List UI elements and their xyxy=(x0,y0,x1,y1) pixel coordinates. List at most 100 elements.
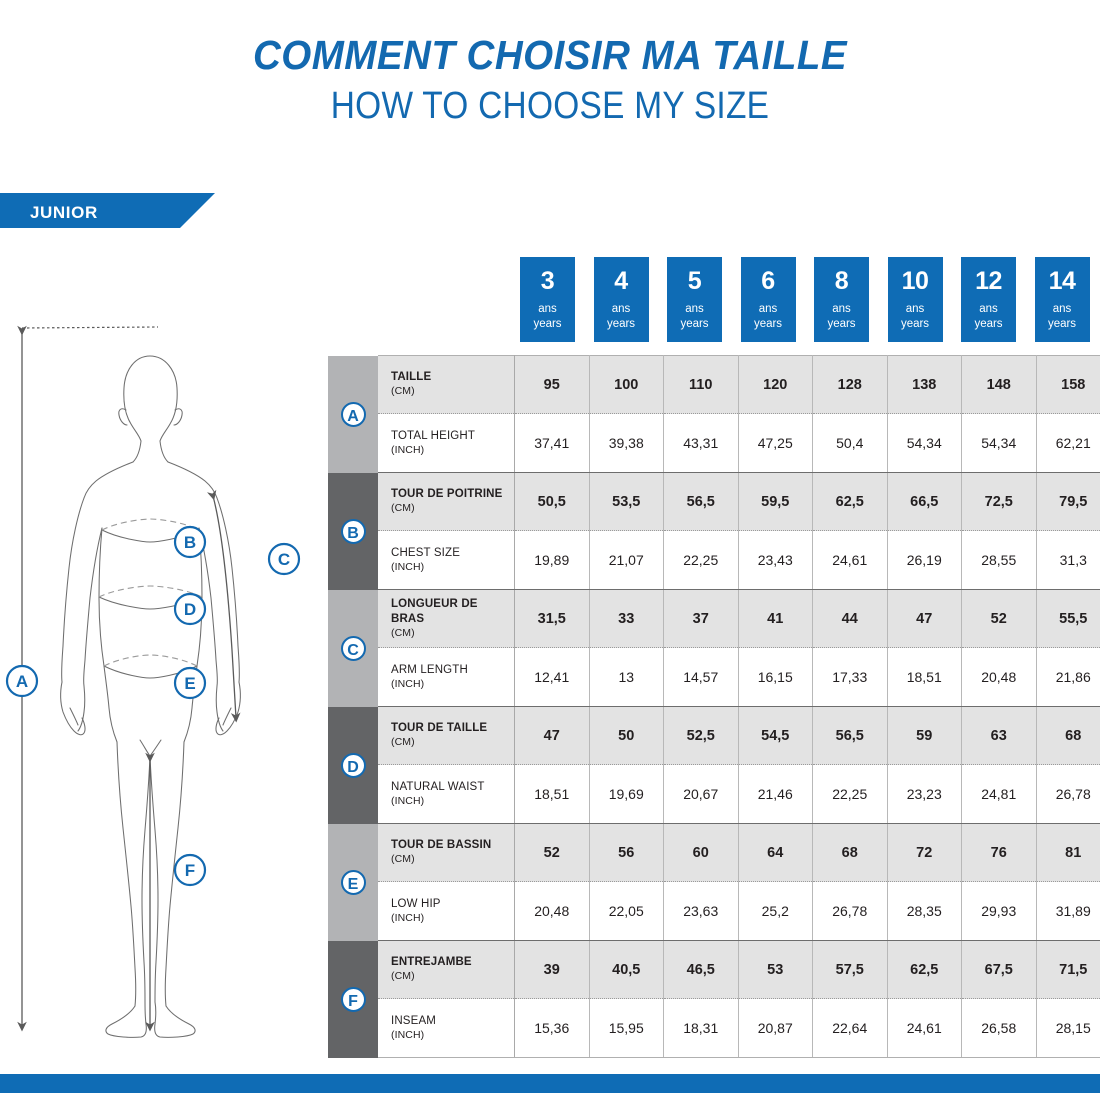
size-header-unit-en: years xyxy=(974,317,1003,330)
row-letter-E: E xyxy=(328,823,378,941)
cell-inch: 28,15 xyxy=(1036,998,1100,1058)
measurement-label-en: NATURAL WAIST (INCH) xyxy=(378,764,515,824)
label-text-fr: TAILLE xyxy=(391,371,432,384)
cell-cm: 54,5 xyxy=(738,706,813,765)
cell-inch: 23,63 xyxy=(663,881,739,941)
label-unit-inch: (INCH) xyxy=(391,911,425,924)
label-unit-inch: (INCH) xyxy=(391,443,425,456)
table-row: TOTAL HEIGHT (INCH) 37,41 39,38 43,31 47,25 50… xyxy=(328,413,1100,473)
row-letter-D: D xyxy=(328,706,378,824)
size-header-number: 6 xyxy=(761,267,775,295)
label-unit-cm: (CM) xyxy=(391,385,415,398)
cell-cm: 68 xyxy=(812,823,888,882)
size-header-unit-fr: ans xyxy=(905,303,925,315)
cell-inch: 50,4 xyxy=(812,413,888,473)
junior-banner-label: JUNIOR xyxy=(30,203,98,222)
cell-inch: 15,36 xyxy=(514,998,590,1058)
cell-inch: 14,57 xyxy=(663,647,739,707)
label-text-fr: TOUR DE POITRINE xyxy=(391,488,503,501)
size-chart-table: A TAILLE (CM) 95 100 110 120 128 138 148 158 TOTAL … xyxy=(328,355,1100,1058)
size-header-number: 12 xyxy=(975,267,1002,295)
row-letter-A: A xyxy=(328,355,378,473)
cell-inch: 29,93 xyxy=(961,881,1037,941)
chest-band-dashed xyxy=(101,518,200,531)
cell-inch: 26,19 xyxy=(887,530,962,590)
cell-inch: 21,46 xyxy=(738,764,813,824)
size-header-3: 3 ans years xyxy=(520,257,575,342)
cell-cm: 81 xyxy=(1036,823,1100,882)
table-row: B TOUR DE POITRINE (CM) 50,5 53,5 56,5 59,5 62,… xyxy=(328,472,1100,590)
letter-badge: D xyxy=(340,752,366,778)
svg-text:F: F xyxy=(185,861,195,880)
cell-cm: 64 xyxy=(738,823,813,882)
cell-cm: 46,5 xyxy=(663,940,739,999)
cell-inch: 22,05 xyxy=(589,881,664,941)
table-row: E TOUR DE BASSIN (CM) 52 56 60 64 68 72 76 81 xyxy=(328,823,1100,941)
cell-cm: 71,5 xyxy=(1036,940,1100,999)
cell-cm: 44 xyxy=(812,589,888,648)
cell-cm: 33 xyxy=(589,589,664,648)
cell-inch: 26,58 xyxy=(961,998,1037,1058)
cell-cm: 47 xyxy=(514,706,590,765)
size-header-10: 10 ans years xyxy=(887,257,943,342)
measurement-label-fr: TOUR DE TAILLE (CM) xyxy=(378,706,515,765)
label-unit-inch: (INCH) xyxy=(391,794,425,807)
cell-cm: 60 xyxy=(663,823,739,882)
label-text-en: INSEAM xyxy=(391,1014,436,1027)
size-header-unit-en: years xyxy=(533,317,562,330)
cell-inch: 24,61 xyxy=(812,530,888,590)
svg-text:E: E xyxy=(184,674,195,693)
cell-inch: 24,81 xyxy=(961,764,1037,824)
cell-inch: 31,3 xyxy=(1036,530,1100,590)
cell-inch: 54,34 xyxy=(887,413,962,473)
cell-cm: 138 xyxy=(887,355,962,414)
size-header-6: 6 ans years xyxy=(740,257,796,342)
cell-cm: 110 xyxy=(663,355,739,414)
cell-inch: 62,21 xyxy=(1036,413,1100,473)
cell-cm: 68 xyxy=(1036,706,1100,765)
cell-inch: 13 xyxy=(589,647,664,707)
cell-inch: 24,61 xyxy=(887,998,962,1058)
cell-cm: 79,5 xyxy=(1036,472,1100,531)
cell-cm: 62,5 xyxy=(887,940,962,999)
cell-cm: 31,5 xyxy=(514,589,590,648)
junior-banner-shape xyxy=(0,193,215,228)
cell-inch: 28,55 xyxy=(961,530,1037,590)
page-title: COMMENT CHOISIR MA TAILLE HOW TO CHOOSE … xyxy=(0,32,1100,129)
measurement-label-en: INSEAM (INCH) xyxy=(378,998,515,1058)
size-header-unit-en: years xyxy=(680,317,709,330)
page-title-french: COMMENT CHOISIR MA TAILLE xyxy=(252,32,848,78)
figure-marker-D: D xyxy=(173,592,207,626)
size-header-number: 3 xyxy=(540,267,555,295)
figure-marker-A: A xyxy=(5,664,39,698)
label-unit-cm: (CM) xyxy=(391,736,415,749)
size-header-14: 14 ans years xyxy=(1034,257,1090,342)
cell-cm: 56,5 xyxy=(812,706,888,765)
label-unit-cm: (CM) xyxy=(391,502,415,515)
cell-cm: 57,5 xyxy=(812,940,888,999)
label-text-fr: LONGUEUR DE BRAS xyxy=(391,597,478,625)
table-row: NATURAL WAIST (INCH) 18,51 19,69 20,67 21,46 2… xyxy=(328,764,1100,824)
label-text-en: TOTAL HEIGHT xyxy=(391,429,476,442)
size-header-5: 5 ans years xyxy=(667,257,722,342)
cell-inch: 21,86 xyxy=(1036,647,1100,707)
cell-inch: 47,25 xyxy=(738,413,813,473)
figure-marker-B: B xyxy=(173,525,207,559)
figure-marker-F: F xyxy=(173,853,207,887)
cell-cm: 41 xyxy=(738,589,813,648)
label-text-fr: TOUR DE TAILLE xyxy=(391,722,488,735)
cell-cm: 62,5 xyxy=(812,472,888,531)
cell-inch: 17,33 xyxy=(812,647,888,707)
cell-inch: 37,41 xyxy=(514,413,590,473)
cell-cm: 37 xyxy=(663,589,739,648)
label-unit-cm: (CM) xyxy=(391,853,415,866)
cell-cm: 59,5 xyxy=(738,472,813,531)
table-row: CHEST SIZE (INCH) 19,89 21,07 22,25 23,43 24,6… xyxy=(328,530,1100,590)
label-text-en: NATURAL WAIST xyxy=(391,780,485,793)
row-letter-B: B xyxy=(328,472,378,590)
cell-inch: 22,64 xyxy=(812,998,888,1058)
table-row: ARM LENGTH (INCH) 12,41 13 14,57 16,15 17,33 18… xyxy=(328,647,1100,707)
cell-inch: 23,23 xyxy=(887,764,962,824)
size-header-unit-fr: ans xyxy=(758,303,778,315)
size-header-number: 5 xyxy=(687,267,702,295)
